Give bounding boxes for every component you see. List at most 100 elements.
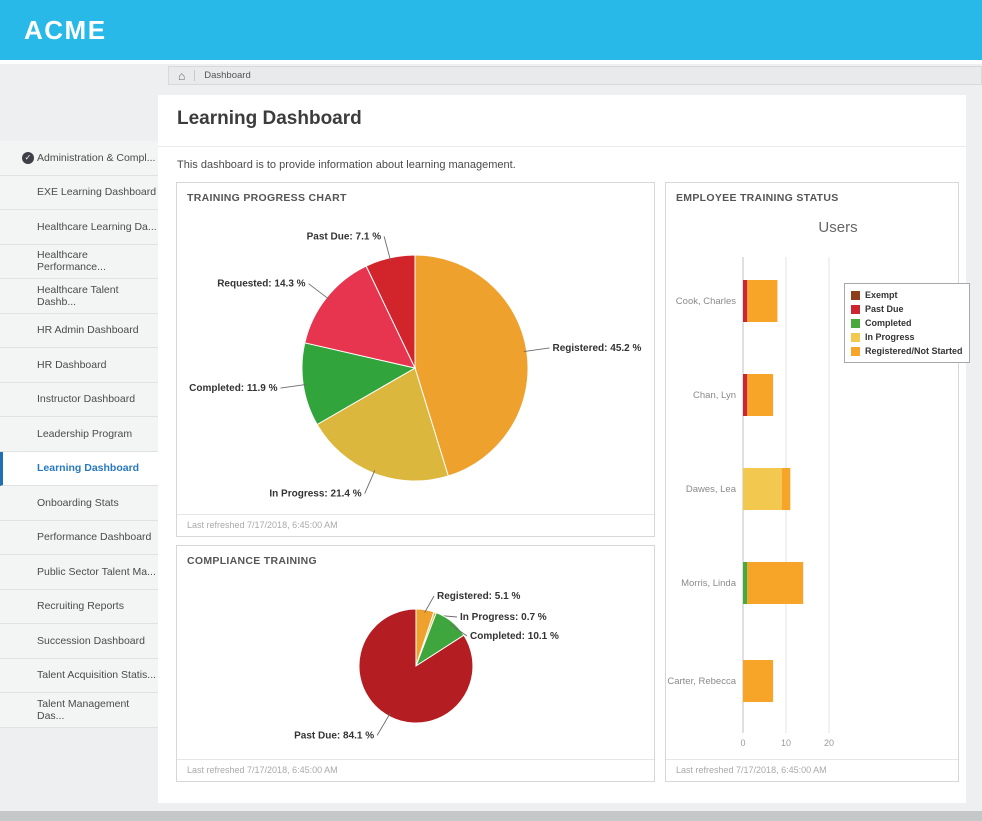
- compliance-training-panel-title: COMPLIANCE TRAINING: [187, 555, 317, 567]
- pie-label-completed: Completed: 10.1 %: [470, 631, 559, 642]
- pie-label-registered: Registered: 5.1 %: [437, 591, 520, 602]
- legend-item: In Progress: [851, 332, 963, 342]
- compliance-training-pie-chart: Registered: 5.1 % In Progress: 0.7 % Compl…: [294, 591, 559, 741]
- x-tick-label: 20: [824, 738, 834, 748]
- sidebar-item-label: Talent Acquisition Statis...: [37, 669, 157, 682]
- sidebar-item[interactable]: Onboarding Stats: [0, 486, 158, 521]
- acme-logo: ACME: [24, 15, 107, 45]
- sidebar-item-label: Learning Dashboard: [37, 462, 140, 475]
- sidebar-item[interactable]: Public Sector Talent Ma...: [0, 555, 158, 590]
- pie-label-line: [308, 283, 330, 300]
- pie-label-requested: Requested: 14.3 %: [217, 279, 305, 290]
- check-circle-icon: ✓: [22, 152, 34, 164]
- category-label: Morris, Linda: [681, 578, 737, 589]
- home-icon[interactable]: ⌂: [178, 68, 186, 83]
- page-description: This dashboard is to provide information…: [177, 159, 516, 171]
- sidebar-item-label: Talent Management Das...: [37, 697, 130, 722]
- pie-label-registered: Registered: 45.2 %: [552, 343, 641, 354]
- sidebar-item[interactable]: Learning Dashboard: [0, 451, 158, 486]
- sidebar-item-label: Healthcare Talent Dashb...: [37, 283, 119, 308]
- sidebar-item[interactable]: ✓ Administration & Compl...: [0, 141, 158, 176]
- category-label: Carter, Rebecca: [667, 676, 736, 687]
- legend-item: Past Due: [851, 304, 963, 314]
- employee-training-status-panel-title: EMPLOYEE TRAINING STATUS: [676, 192, 839, 204]
- dashboard-sidebar: ✓ Administration & Compl... EXE Learning D…: [0, 141, 158, 728]
- breadcrumb-divider: [194, 70, 196, 81]
- category-label: Chan, Lyn: [693, 390, 736, 401]
- bottom-strip: [0, 811, 982, 821]
- sidebar-item[interactable]: Recruiting Reports: [0, 589, 158, 624]
- category-label: Cook, Charles: [676, 296, 736, 307]
- category-label: Dawes, Lea: [686, 484, 737, 495]
- legend-label: Completed: [865, 318, 912, 328]
- pie-label-line: [280, 383, 307, 389]
- pie-label-past-due: Past Due: 84.1 %: [294, 730, 374, 741]
- pie-label-past-due: Past Due: 7.1 %: [307, 231, 382, 242]
- page-title: Learning Dashboard: [177, 108, 362, 129]
- sidebar-item[interactable]: Healthcare Talent Dashb...: [0, 279, 158, 314]
- legend-swatch: [851, 346, 860, 356]
- sidebar-item[interactable]: Performance Dashboard: [0, 520, 158, 555]
- sidebar-item-label: Administration & Compl...: [37, 151, 156, 164]
- bar-segment-in-progress[interactable]: [743, 468, 782, 510]
- title-divider: [158, 146, 966, 147]
- bar-chart-title: Users: [818, 219, 858, 236]
- sidebar-item-label: Leadership Program: [37, 427, 133, 440]
- sidebar-item[interactable]: Healthcare Learning Da...: [0, 210, 158, 245]
- training-progress-last-refreshed: Last refreshed 7/17/2018, 6:45:00 AM: [177, 514, 654, 536]
- legend-item: Registered/Not Started: [851, 346, 963, 356]
- x-tick-label: 10: [781, 738, 791, 748]
- bar-segment-registered-not-started[interactable]: [781, 468, 791, 510]
- x-tick-label: 0: [740, 738, 745, 748]
- sidebar-item[interactable]: HR Admin Dashboard: [0, 313, 158, 348]
- sidebar-item[interactable]: Succession Dashboard: [0, 624, 158, 659]
- breadcrumb: ⌂ Dashboard: [168, 66, 982, 85]
- pie-label-in-progress: In Progress: 0.7 %: [460, 612, 547, 623]
- sidebar-item-label: Recruiting Reports: [37, 600, 124, 613]
- sidebar-item-label: Performance Dashboard: [37, 531, 152, 544]
- employee-training-bar-chart: 0 10 20 Cook, Charles Chan, Lyn Dawes, Lea Mor…: [667, 257, 834, 748]
- bar-segment-registered-not-started[interactable]: [747, 280, 778, 322]
- pie-label-line: [364, 470, 376, 494]
- legend-label: In Progress: [865, 332, 915, 342]
- main-content: Learning Dashboard This dashboard is to …: [158, 95, 970, 803]
- breadcrumb-item-dashboard[interactable]: Dashboard: [204, 70, 251, 81]
- training-progress-panel-title: TRAINING PROGRESS CHART: [187, 192, 347, 204]
- training-progress-panel: TRAINING PROGRESS CHART Registered: 45.2…: [176, 182, 655, 537]
- sidebar-item[interactable]: Instructor Dashboard: [0, 382, 158, 417]
- employee-training-status-panel: EMPLOYEE TRAINING STATUS Users 0 10 20 Cook…: [665, 182, 970, 782]
- bar-segment-completed[interactable]: [743, 562, 748, 604]
- sidebar-item-label: HR Dashboard: [37, 358, 107, 371]
- app-header: ACME: [0, 0, 982, 60]
- legend-item: Exempt: [851, 290, 963, 300]
- sidebar-item[interactable]: Talent Acquisition Statis...: [0, 658, 158, 693]
- pie-label-line: [383, 236, 392, 261]
- compliance-training-panel: COMPLIANCE TRAINING Registered: 5.1 % In …: [176, 545, 655, 782]
- bar-chart-legend: Exempt Past Due Completed In Progress Regist…: [844, 283, 970, 363]
- sidebar-item-label: Healthcare Performance...: [37, 249, 106, 274]
- sidebar-item[interactable]: Healthcare Performance...: [0, 244, 158, 279]
- compliance-training-last-refreshed: Last refreshed 7/17/2018, 6:45:00 AM: [177, 759, 654, 781]
- bar-segment-past-due[interactable]: [743, 374, 748, 416]
- sidebar-item-label: Instructor Dashboard: [37, 393, 136, 406]
- training-progress-pie-chart: Registered: 45.2 % In Progress: 21.4 % Com…: [189, 231, 641, 499]
- legend-swatch: [851, 332, 860, 342]
- bar-segment-past-due[interactable]: [743, 280, 748, 322]
- legend-swatch: [851, 304, 860, 314]
- sidebar-item[interactable]: EXE Learning Dashboard: [0, 175, 158, 210]
- bar-segment-registered-not-started[interactable]: [743, 660, 774, 702]
- sidebar-item-label: EXE Learning Dashboard: [37, 186, 157, 199]
- pie-label-line: [523, 347, 550, 353]
- bar-segment-registered-not-started[interactable]: [747, 374, 774, 416]
- sidebar-item-label: HR Admin Dashboard: [37, 324, 139, 337]
- sidebar-item[interactable]: Talent Management Das...: [0, 693, 158, 728]
- sidebar-item-label: Healthcare Learning Da...: [37, 220, 157, 233]
- bar-segment-registered-not-started[interactable]: [747, 562, 804, 604]
- legend-label: Registered/Not Started: [865, 346, 963, 356]
- legend-item: Completed: [851, 318, 963, 328]
- sidebar-item[interactable]: HR Dashboard: [0, 348, 158, 383]
- pie-label-line: [449, 623, 468, 637]
- legend-label: Past Due: [865, 304, 904, 314]
- sidebar-item[interactable]: Leadership Program: [0, 417, 158, 452]
